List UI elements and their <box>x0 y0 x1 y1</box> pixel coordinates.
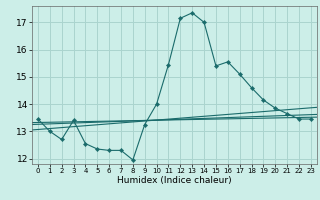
X-axis label: Humidex (Indice chaleur): Humidex (Indice chaleur) <box>117 176 232 185</box>
